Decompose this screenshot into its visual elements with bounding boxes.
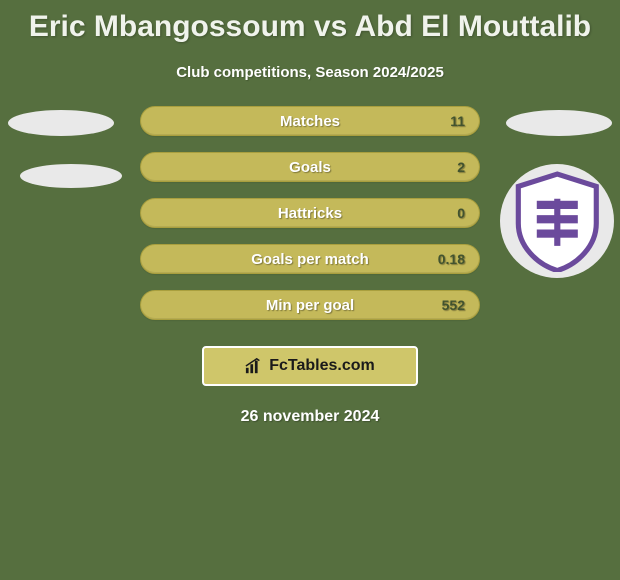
stat-row: Min per goal 552 xyxy=(140,290,480,320)
player2-badge-placeholder xyxy=(506,110,612,136)
comparison-card: Eric Mbangossoum vs Abd El Mouttalib Clu… xyxy=(0,0,620,580)
stat-rows: Matches 11 Goals 2 Hattricks 0 Goals per… xyxy=(140,106,480,336)
bar-chart-icon xyxy=(245,357,263,375)
subtitle: Club competitions, Season 2024/2025 xyxy=(0,64,620,81)
date: 26 november 2024 xyxy=(0,408,620,426)
club-crest-icon xyxy=(506,170,609,273)
stat-value-right: 11 xyxy=(450,113,465,129)
stat-label: Min per goal xyxy=(266,297,354,314)
stat-label: Matches xyxy=(280,113,340,130)
stat-label: Hattricks xyxy=(278,205,342,222)
brand-box[interactable]: FcTables.com xyxy=(202,346,418,386)
stat-value-right: 0 xyxy=(457,205,465,221)
stat-row: Goals per match 0.18 xyxy=(140,244,480,274)
player1-club-placeholder xyxy=(20,164,122,188)
brand-text: FcTables.com xyxy=(269,357,375,375)
stat-row: Goals 2 xyxy=(140,152,480,182)
stat-row: Hattricks 0 xyxy=(140,198,480,228)
stat-label: Goals xyxy=(289,159,331,176)
stat-value-right: 2 xyxy=(457,159,465,175)
stat-label: Goals per match xyxy=(251,251,369,268)
stat-value-right: 552 xyxy=(442,297,465,313)
stat-row: Matches 11 xyxy=(140,106,480,136)
player1-badge-placeholder xyxy=(8,110,114,136)
player2-club-badge xyxy=(500,164,614,278)
stat-value-right: 0.18 xyxy=(438,251,465,267)
page-title: Eric Mbangossoum vs Abd El Mouttalib xyxy=(0,0,620,44)
stats-area: Matches 11 Goals 2 Hattricks 0 Goals per… xyxy=(0,106,620,336)
